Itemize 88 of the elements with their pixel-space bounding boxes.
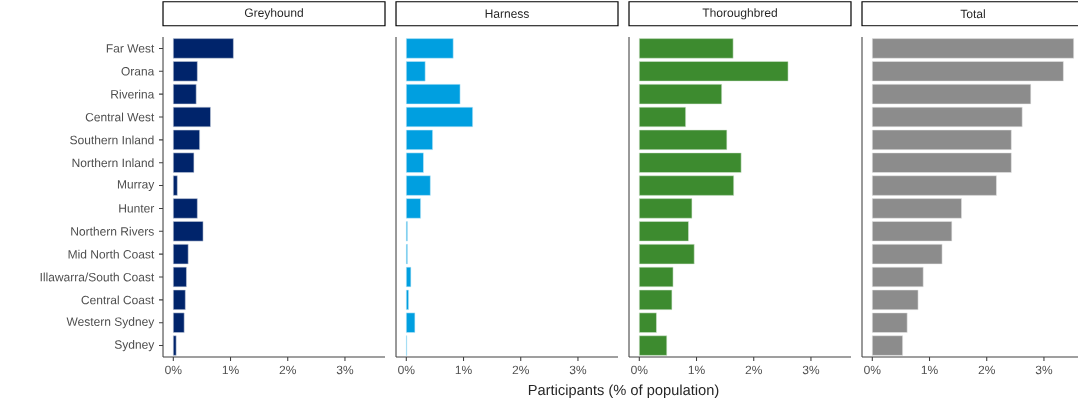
bar (639, 129, 728, 150)
chart-title: Thoroughbred (702, 8, 777, 20)
chart-title: Total (960, 9, 985, 19)
bar (872, 289, 919, 310)
bar (406, 175, 431, 196)
bar (173, 38, 234, 59)
bar (872, 175, 997, 196)
bar (872, 312, 908, 333)
bar (639, 106, 686, 128)
bar (406, 152, 424, 173)
y-tick-label: Central Coast (81, 295, 155, 305)
x-tick-label: 2% (279, 365, 296, 375)
bar (173, 266, 187, 288)
bar (639, 152, 742, 173)
bar (639, 175, 734, 196)
bar (173, 289, 186, 310)
y-tick-label: Western Sydney (66, 317, 155, 329)
x-tick-label: 3% (1035, 365, 1053, 375)
y-tick-label: Far West (106, 44, 155, 53)
bar (639, 244, 695, 265)
y-tick-label: Sydney (114, 339, 155, 352)
y-tick-label: Orana (121, 67, 155, 76)
bar (872, 61, 1064, 82)
bar (406, 38, 454, 59)
bar (872, 106, 1023, 128)
x-tick-label: 1% (688, 365, 705, 375)
bar (173, 221, 204, 242)
bar (406, 84, 461, 105)
bar (639, 289, 673, 310)
bar (639, 198, 693, 219)
bar (639, 38, 734, 59)
x-tick-label: 1% (921, 365, 938, 375)
x-tick-label: 0% (398, 365, 415, 375)
x-tick-label: 0% (165, 365, 182, 375)
x-axis-title: Participants (% of population) (528, 384, 719, 399)
y-tick-label: Central West (85, 112, 155, 122)
x-tick-label: 2% (745, 365, 762, 375)
bar (406, 266, 412, 288)
bar (406, 198, 421, 219)
bar (639, 312, 657, 333)
chart-title: Greyhound (244, 8, 303, 20)
bar (872, 198, 962, 219)
x-tick-label: 2% (978, 365, 995, 375)
bar (173, 61, 198, 82)
bar (872, 129, 1012, 150)
bar (173, 198, 198, 219)
bar (173, 129, 200, 150)
bar (639, 335, 668, 356)
bar (872, 221, 953, 242)
y-tick-label: Southern Inland (70, 135, 154, 145)
x-tick-label: 1% (455, 365, 472, 375)
bar (406, 106, 473, 128)
y-tick-label: Illawarra/South Coast (40, 272, 155, 282)
x-tick-label: 3% (336, 365, 354, 375)
bar (173, 106, 211, 128)
bar (872, 84, 1032, 105)
bar (173, 152, 195, 173)
x-tick-label: 0% (864, 365, 881, 375)
bar (173, 244, 189, 265)
bar (639, 84, 722, 105)
bar (639, 61, 789, 82)
x-tick-label: 0% (631, 365, 648, 375)
y-tick-label: Hunter (119, 204, 155, 213)
y-tick-label: Northern Rivers (71, 226, 154, 236)
bar (406, 129, 433, 150)
x-tick-label: 1% (222, 365, 239, 375)
y-tick-label: Mid North Coast (68, 249, 155, 259)
bar (639, 221, 689, 242)
bar (872, 266, 924, 288)
bar (406, 61, 426, 82)
bar (872, 244, 943, 265)
chart-title: Harness (485, 9, 529, 18)
x-tick-label: 3% (569, 365, 587, 375)
y-tick-label: Riverina (111, 89, 155, 99)
bar (173, 84, 197, 105)
y-tick-label: Murray (117, 180, 155, 191)
x-tick-label: 3% (802, 365, 820, 375)
bar (872, 38, 1074, 59)
bar (173, 175, 178, 196)
bar (639, 266, 674, 288)
y-tick-label: Northern Inland (72, 158, 154, 168)
bar (406, 289, 409, 310)
bar (872, 152, 1012, 173)
bar (872, 335, 903, 356)
bar (173, 312, 185, 333)
x-tick-label: 2% (512, 365, 529, 375)
bar (173, 335, 177, 356)
bar (406, 312, 416, 333)
